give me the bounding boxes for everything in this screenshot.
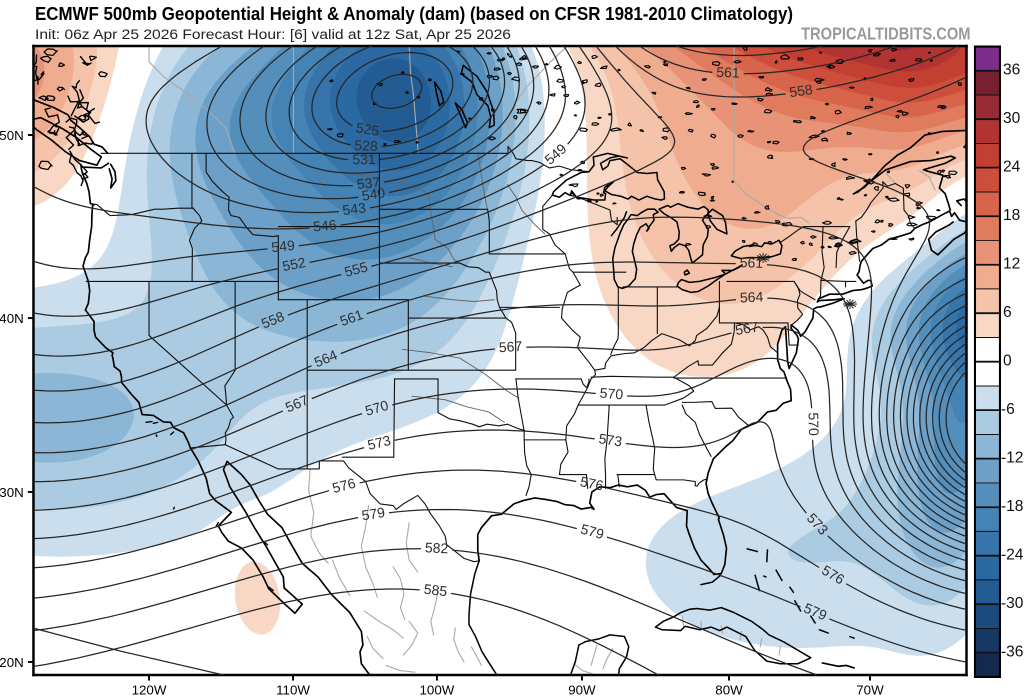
svg-text:ECMWF 500mb Geopotential Heigh: ECMWF 500mb Geopotential Height & Anomal… <box>35 4 793 24</box>
svg-text:12: 12 <box>1003 256 1020 273</box>
svg-text:40N: 40N <box>0 311 24 326</box>
svg-text:555: 555 <box>343 258 370 280</box>
svg-text:-30: -30 <box>1001 595 1024 612</box>
svg-text:36: 36 <box>1003 62 1020 79</box>
svg-text:24: 24 <box>1003 159 1021 176</box>
svg-text:18: 18 <box>1003 207 1020 224</box>
svg-text:80W: 80W <box>715 682 743 696</box>
svg-text:30: 30 <box>1003 110 1021 127</box>
svg-text:543: 543 <box>342 199 367 218</box>
svg-text:567: 567 <box>498 338 522 355</box>
svg-text:90W: 90W <box>568 682 596 696</box>
svg-text:579: 579 <box>360 504 386 523</box>
svg-text:540: 540 <box>361 184 387 203</box>
svg-text:573: 573 <box>366 432 393 453</box>
svg-text:70W: 70W <box>856 682 884 696</box>
svg-text:120W: 120W <box>132 682 167 696</box>
svg-text:579: 579 <box>579 521 606 543</box>
svg-text:564: 564 <box>740 288 764 305</box>
svg-text:-18: -18 <box>1001 498 1023 515</box>
svg-text:561: 561 <box>739 254 763 271</box>
svg-text:552: 552 <box>281 254 307 274</box>
svg-text:570: 570 <box>805 412 822 436</box>
svg-text:561: 561 <box>338 306 366 329</box>
svg-text:558: 558 <box>788 81 814 100</box>
svg-text:576: 576 <box>579 473 605 494</box>
svg-text:-6: -6 <box>1001 401 1015 418</box>
svg-text:573: 573 <box>598 430 624 449</box>
svg-text:-36: -36 <box>1001 644 1023 661</box>
svg-text:567: 567 <box>734 318 760 338</box>
svg-text:570: 570 <box>363 397 390 419</box>
svg-text:585: 585 <box>423 581 448 600</box>
svg-text:582: 582 <box>425 539 449 556</box>
svg-text:576: 576 <box>331 475 358 496</box>
svg-text:110W: 110W <box>276 682 310 696</box>
svg-text:549: 549 <box>271 237 296 255</box>
svg-text:-12: -12 <box>1001 450 1023 467</box>
svg-text:100W: 100W <box>420 682 455 696</box>
svg-text:-24: -24 <box>1001 547 1024 564</box>
svg-text:TROPICALTIDBITS.COM: TROPICALTIDBITS.COM <box>801 23 970 43</box>
svg-text:Init: 06z Apr 25 2026 Foreca: Init: 06z Apr 25 2026 Forecast Hour: [6]… <box>35 26 511 42</box>
svg-text:6: 6 <box>1003 304 1012 321</box>
svg-text:30N: 30N <box>0 485 24 500</box>
svg-text:546: 546 <box>312 216 337 234</box>
svg-text:50N: 50N <box>0 128 24 143</box>
svg-text:528: 528 <box>354 137 378 154</box>
svg-text:561: 561 <box>716 64 740 81</box>
svg-text:537: 537 <box>356 174 381 192</box>
svg-text:579: 579 <box>802 600 830 624</box>
svg-text:531: 531 <box>352 151 376 167</box>
svg-text:570: 570 <box>599 385 624 403</box>
svg-text:20N: 20N <box>0 655 24 670</box>
svg-text:525: 525 <box>355 119 381 139</box>
svg-text:0: 0 <box>1003 353 1012 370</box>
